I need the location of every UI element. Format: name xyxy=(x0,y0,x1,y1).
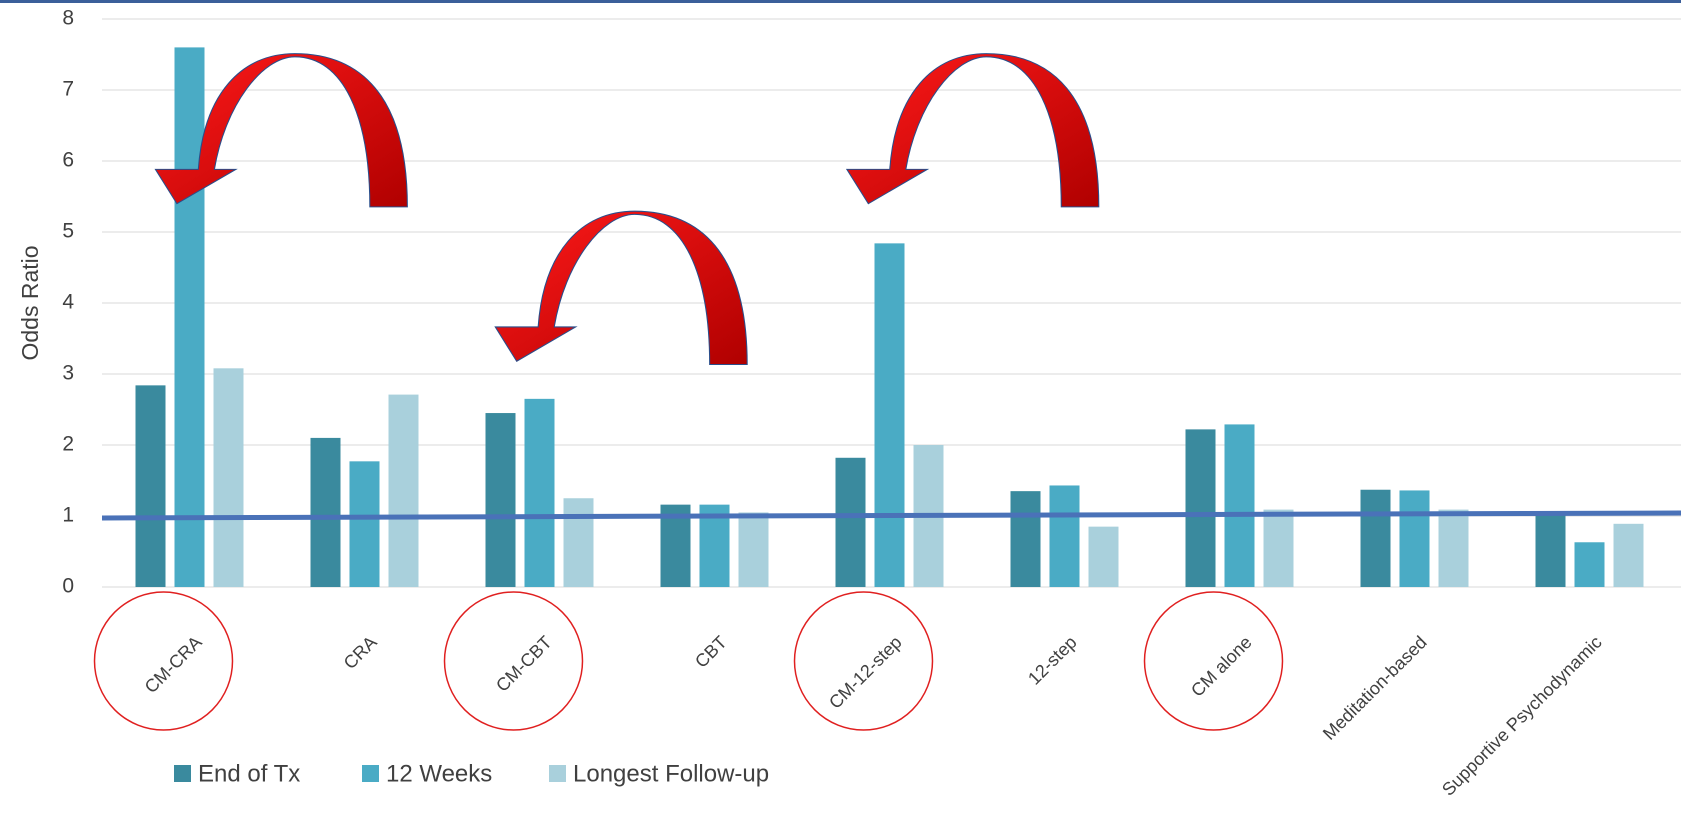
bar xyxy=(1224,424,1255,587)
bar xyxy=(135,385,166,587)
bar xyxy=(1049,485,1080,587)
curved-arrow xyxy=(154,53,408,208)
bar xyxy=(1360,489,1391,587)
bar xyxy=(174,47,205,587)
x-tick-label: CBT xyxy=(691,632,731,672)
x-tick-label: CM-12-step xyxy=(825,632,906,713)
bar xyxy=(349,461,380,587)
curved-arrow xyxy=(494,210,748,366)
arrow-shape xyxy=(494,210,748,366)
legend-swatch xyxy=(174,765,191,782)
bar xyxy=(1535,512,1566,587)
y-tick-label: 0 xyxy=(62,575,74,598)
highlight-circle xyxy=(1143,591,1284,731)
x-tick-label: CRA xyxy=(340,632,381,673)
legend-label: Longest Follow-up xyxy=(573,760,769,787)
reference-line xyxy=(101,510,1681,521)
bar xyxy=(310,437,341,587)
highlight-circle xyxy=(793,591,934,731)
y-tick-label: 5 xyxy=(62,220,74,243)
bar xyxy=(1399,490,1430,587)
legend-swatch xyxy=(362,765,379,782)
x-tick-label: CM-CRA xyxy=(141,632,206,697)
legend-label: End of Tx xyxy=(198,760,300,787)
curved-arrow xyxy=(845,53,1100,208)
bar xyxy=(1185,429,1216,587)
bar xyxy=(835,457,866,587)
y-tick-label: 3 xyxy=(62,362,74,385)
legend-swatch xyxy=(549,765,566,782)
y-tick-label: 4 xyxy=(62,291,74,314)
x-tick-label: CM-CBT xyxy=(492,632,556,696)
bar xyxy=(738,512,769,587)
bar xyxy=(1613,523,1644,587)
x-tick-label: CM alone xyxy=(1187,632,1256,701)
bar xyxy=(524,398,555,587)
bar xyxy=(485,413,516,587)
y-tick-label: 8 xyxy=(62,7,74,30)
arrow-shape xyxy=(845,53,1100,208)
bar xyxy=(1088,526,1119,587)
y-tick-label: 7 xyxy=(62,78,74,101)
bar xyxy=(874,243,905,588)
y-tick-label: 1 xyxy=(62,504,74,527)
y-tick-label: 6 xyxy=(62,149,74,172)
bar xyxy=(1010,491,1041,587)
bar xyxy=(1574,542,1605,587)
bar xyxy=(388,394,419,587)
bar xyxy=(1438,509,1469,587)
legend-label: 12 Weeks xyxy=(386,760,492,787)
x-tick-label: Meditation-based xyxy=(1319,632,1431,744)
y-axis-label: Odds Ratio xyxy=(17,245,43,360)
highlight-circle xyxy=(93,591,234,731)
highlight-circle xyxy=(443,591,584,731)
y-tick-label: 2 xyxy=(62,433,74,456)
bar xyxy=(213,368,244,587)
bar xyxy=(563,498,594,587)
x-tick-label: 12-step xyxy=(1024,632,1081,689)
arrow-shape xyxy=(154,53,408,208)
x-tick-label: Supportive Psychodynamic xyxy=(1438,632,1606,800)
bar xyxy=(1263,509,1294,587)
